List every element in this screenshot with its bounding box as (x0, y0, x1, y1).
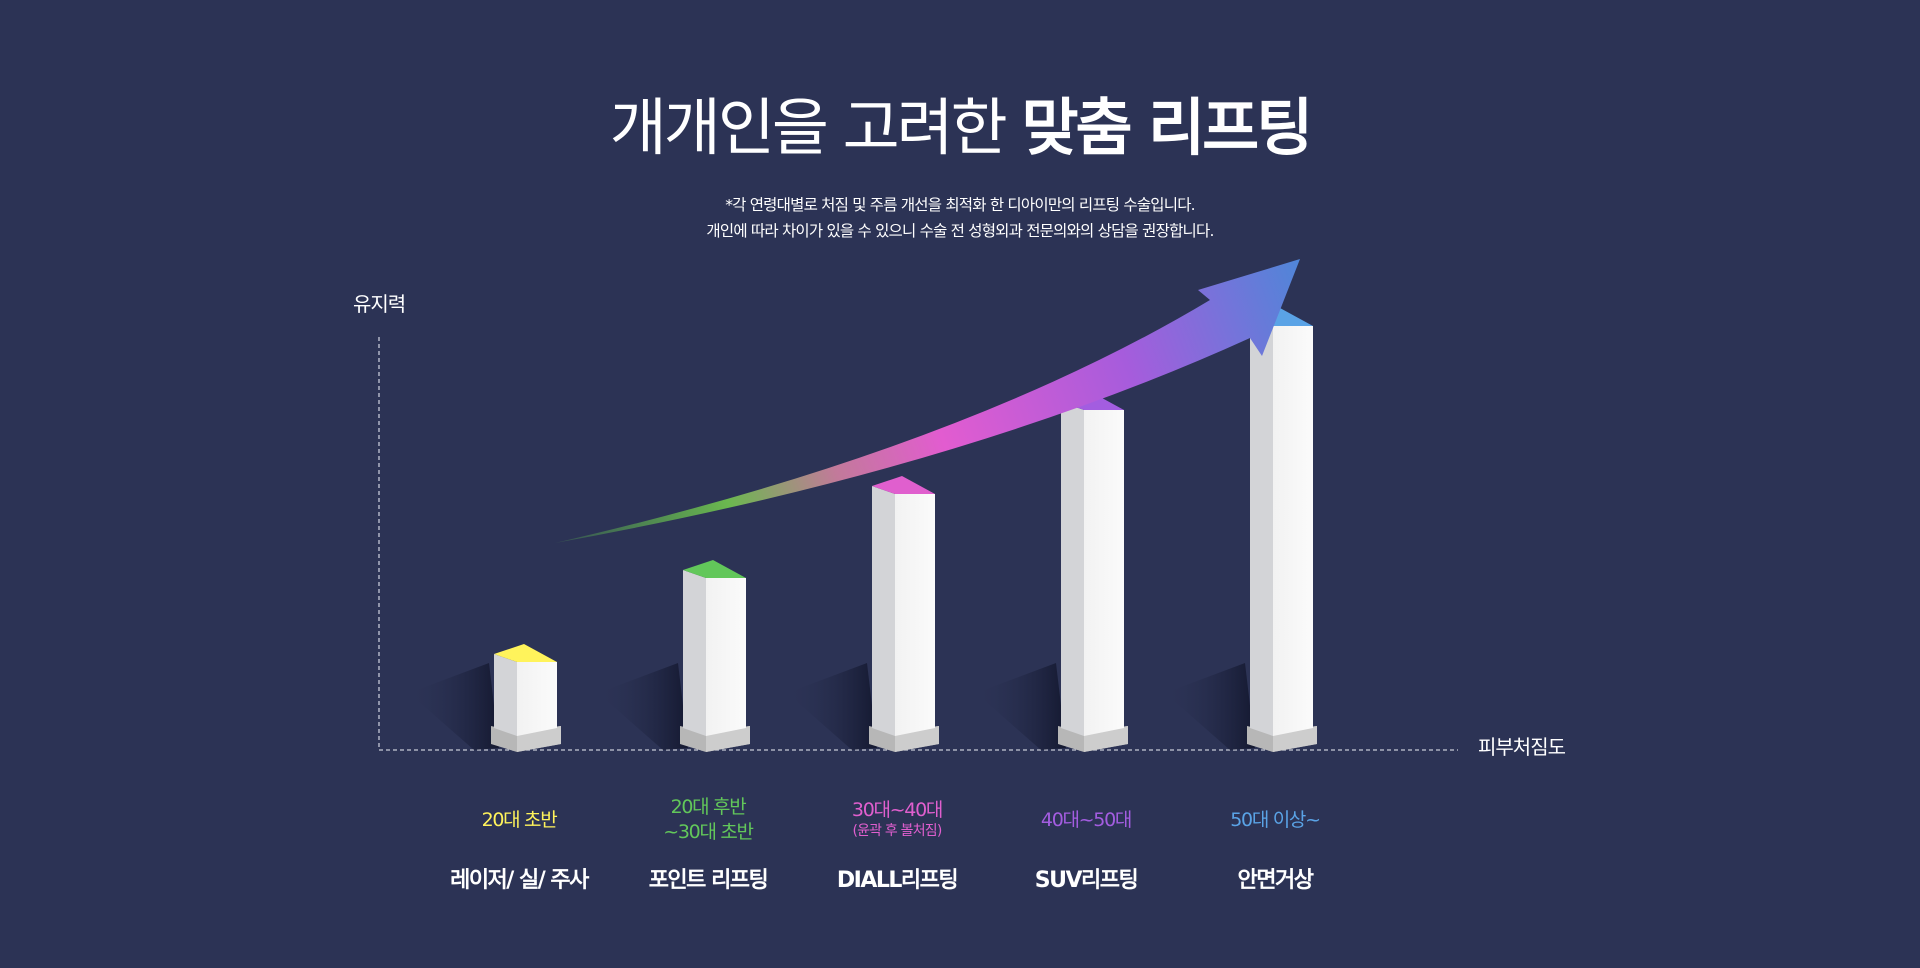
bar-column (869, 476, 939, 752)
bar-column (1058, 392, 1128, 752)
bar-shadow (1165, 663, 1255, 750)
age-line-2: ~30대 초반 (663, 821, 754, 843)
bar-side (494, 654, 517, 736)
title-light: 개개인을 고려한 (609, 91, 1008, 164)
bar-shadow (409, 663, 499, 750)
note-line-1: *각 연령대별로 처짐 및 주름 개선을 최적화 한 디아이만의 리프팅 수술입… (725, 196, 1195, 214)
bar-side (1250, 318, 1273, 736)
age-group-label: 20대 초반 (399, 808, 639, 833)
age-note: (윤곽 후 볼처짐) (852, 823, 942, 839)
age-line: 40대~50대 (1040, 809, 1132, 831)
bar-side (1061, 402, 1084, 736)
age-line: 20대 후반 (670, 796, 747, 818)
bar-column (1247, 308, 1317, 752)
x-axis-label: 피부처짐도 (1478, 735, 1566, 759)
procedure-label: DIALL리프팅 (836, 868, 959, 893)
bar-column (491, 644, 561, 752)
procedure-label: 포인트 리프팅 (648, 868, 769, 893)
bar-shadow (976, 663, 1066, 750)
note-line-2: 개인에 따라 차이가 있을 수 있으니 수술 전 성형외과 전문의와의 상담을 … (706, 222, 1214, 240)
bar-top (872, 476, 935, 494)
procedure-label: 안면거상 (1237, 868, 1314, 893)
age-group-label: 20대 후반 ~30대 초반 (588, 795, 828, 845)
y-axis-label: 유지력 (353, 292, 406, 316)
age-group-label: 50대 이상~ (1155, 808, 1395, 833)
bar-side (872, 486, 895, 736)
bar-front (1084, 410, 1124, 736)
bar-shadow (787, 663, 877, 750)
bar-shadow (598, 663, 688, 750)
bar-front (517, 662, 557, 736)
trend-arrow-icon (555, 259, 1300, 543)
procedure-label: 레이저/ 실/ 주사 (450, 868, 589, 893)
page-title: 개개인을 고려한 맞춤 리프팅 (0, 88, 1920, 168)
bar-front (706, 578, 746, 736)
bar-top (494, 644, 557, 662)
title-bold: 맞춤 리프팅 (1021, 91, 1313, 164)
age-line: 30대~40대 (851, 799, 943, 821)
bar-front (895, 494, 935, 736)
bar-side (683, 570, 706, 736)
age-group-label: 40대~50대 (966, 808, 1206, 833)
age-line: 20대 초반 (481, 809, 558, 831)
age-group-label: 30대~40대 (윤곽 후 볼처짐) (777, 798, 1017, 839)
procedure-label: SUV리프팅 (1034, 868, 1139, 893)
disclaimer-note: *각 연령대별로 처짐 및 주름 개선을 최적화 한 디아이만의 리프팅 수술입… (0, 192, 1920, 244)
bar-column (680, 560, 750, 752)
bar-front (1273, 326, 1313, 736)
bar-top (683, 560, 746, 578)
age-line: 50대 이상~ (1230, 809, 1321, 831)
